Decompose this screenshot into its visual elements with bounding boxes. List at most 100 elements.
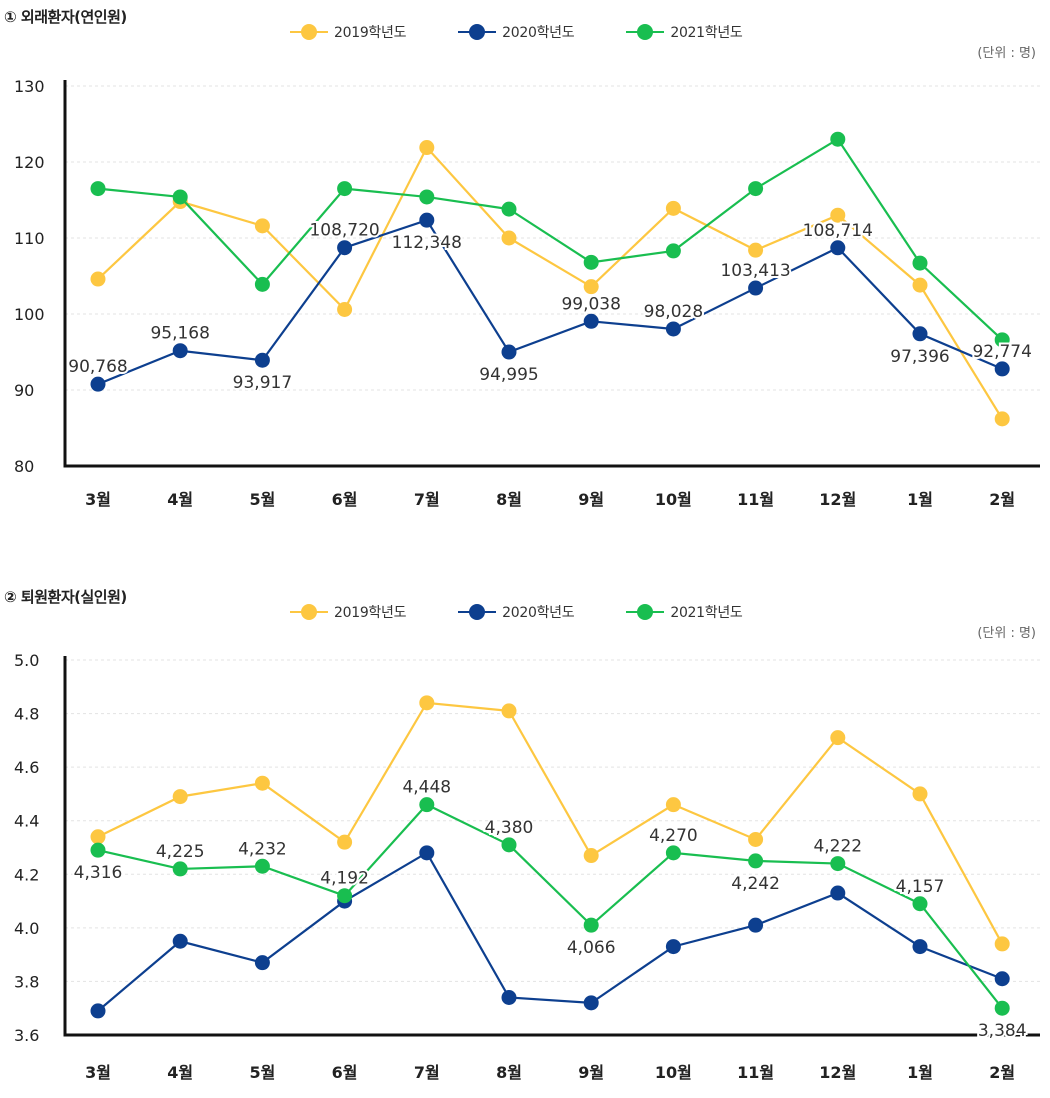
x-tick-label: 1월 — [907, 490, 933, 509]
y-tick-label: 100 — [14, 305, 45, 324]
data-label: 98,028 — [644, 302, 703, 322]
data-point — [665, 845, 681, 861]
data-point — [748, 242, 764, 258]
y-tick-label: 80 — [14, 457, 34, 476]
data-label: 4,232 — [238, 839, 287, 859]
outpatient-plot: 130 120 110 100 90 80 3월 4월 5월 6월 7월 8월 9월 10월 11월 12월 1… — [14, 77, 1040, 509]
y-tick-label: 120 — [14, 153, 45, 172]
data-point — [501, 837, 517, 853]
data-point — [912, 786, 928, 802]
data-point — [90, 829, 106, 845]
data-label: 97,396 — [890, 347, 949, 367]
data-point — [748, 280, 764, 296]
legend-label: 2021학년도 — [670, 605, 743, 621]
legend-swatch-2019 — [290, 604, 328, 620]
data-point — [501, 201, 517, 217]
data-point — [90, 271, 106, 287]
y-tick-label: 4.2 — [14, 865, 39, 884]
data-label: 4,192 — [320, 869, 369, 889]
y-tick-label: 3.6 — [14, 1026, 39, 1045]
data-point — [748, 917, 764, 933]
data-label: 112,348 — [392, 233, 462, 253]
y-tick-label: 3.8 — [14, 972, 39, 991]
data-point — [994, 411, 1010, 427]
data-point — [172, 789, 188, 805]
unit-label: (단위 : 명) — [977, 46, 1036, 61]
data-point — [665, 939, 681, 955]
data-point — [830, 730, 846, 746]
data-point — [830, 207, 846, 223]
y-tick-label: 5.0 — [14, 651, 39, 670]
data-point — [501, 230, 517, 246]
x-tick-label: 7월 — [414, 490, 440, 509]
data-point — [994, 361, 1010, 377]
y-tick-label: 4.4 — [14, 812, 39, 831]
data-label: 90,768 — [68, 357, 127, 377]
data-point — [583, 848, 599, 864]
data-point — [254, 218, 270, 234]
legend-swatch-2019 — [290, 24, 328, 40]
series-line-2019학년도 — [97, 701, 1004, 945]
x-tick-label: 10월 — [655, 490, 692, 509]
data-point — [419, 797, 435, 813]
legend-item-2019: 2019학년도 — [290, 22, 406, 42]
data-point — [912, 277, 928, 293]
data-point — [501, 344, 517, 360]
legend-label: 2021학년도 — [670, 25, 743, 41]
data-point — [748, 831, 764, 847]
data-point — [254, 352, 270, 368]
data-point — [254, 775, 270, 791]
x-tick-label: 9월 — [578, 490, 604, 509]
x-tick-label: 2월 — [989, 490, 1015, 509]
data-point — [583, 279, 599, 295]
data-point — [90, 842, 106, 858]
data-point — [337, 301, 353, 317]
discharge-chart: 5.0 4.8 4.6 4.4 4.2 4.0 3.8 3.6 3월 4월 5월 6월 7월 8월 9월 10… — [0, 580, 1050, 1098]
x-tick-label: 6월 — [332, 1063, 358, 1082]
data-point — [994, 332, 1010, 348]
data-point — [254, 276, 270, 292]
data-point — [583, 917, 599, 933]
legend-swatch-2020 — [458, 24, 497, 40]
x-tick-label: 11월 — [737, 1063, 774, 1082]
legend-swatch-2021 — [626, 604, 665, 620]
x-tick-label: 1월 — [907, 1063, 933, 1082]
data-point — [912, 255, 928, 271]
data-point — [337, 888, 353, 904]
data-point — [994, 1000, 1010, 1016]
legend-item-2021: 2021학년도 — [626, 22, 743, 42]
legend-swatch-2021 — [626, 24, 665, 40]
legend-item-2021: 2021학년도 — [626, 602, 743, 622]
data-point — [994, 936, 1010, 952]
x-tick-label: 12월 — [819, 1063, 856, 1082]
x-tick-label: 3월 — [85, 490, 111, 509]
unit-label: (단위 : 명) — [977, 626, 1036, 641]
data-point — [830, 885, 846, 901]
data-point — [748, 181, 764, 197]
data-label: 4,225 — [156, 842, 205, 862]
data-point — [912, 326, 928, 342]
data-point — [501, 990, 517, 1005]
data-label: 95,168 — [150, 324, 209, 344]
data-label: 103,413 — [720, 261, 790, 281]
data-point — [254, 858, 270, 874]
data-point — [90, 376, 106, 392]
data-label: 4,066 — [567, 938, 616, 958]
legend-label: 2020학년도 — [502, 25, 575, 41]
legend-label: 2019학년도 — [334, 605, 407, 621]
data-point — [583, 995, 599, 1011]
data-label: 94,995 — [479, 365, 538, 385]
legend-item-2020: 2020학년도 — [458, 22, 575, 42]
x-tick-label: 8월 — [496, 490, 522, 509]
series-line-2021학년도 — [97, 803, 1004, 1009]
data-label: 92,774 — [972, 342, 1031, 362]
data-point — [419, 140, 435, 156]
data-label: 4,222 — [813, 837, 862, 857]
data-point — [90, 181, 106, 197]
discharge-plot: 5.0 4.8 4.6 4.4 4.2 4.0 3.8 3.6 3월 4월 5월 6월 7월 8월 9월 10… — [14, 651, 1040, 1082]
data-label: 4,270 — [649, 826, 698, 846]
data-point — [419, 189, 435, 205]
data-point — [419, 212, 435, 228]
data-point — [337, 181, 353, 197]
data-point — [665, 321, 681, 337]
